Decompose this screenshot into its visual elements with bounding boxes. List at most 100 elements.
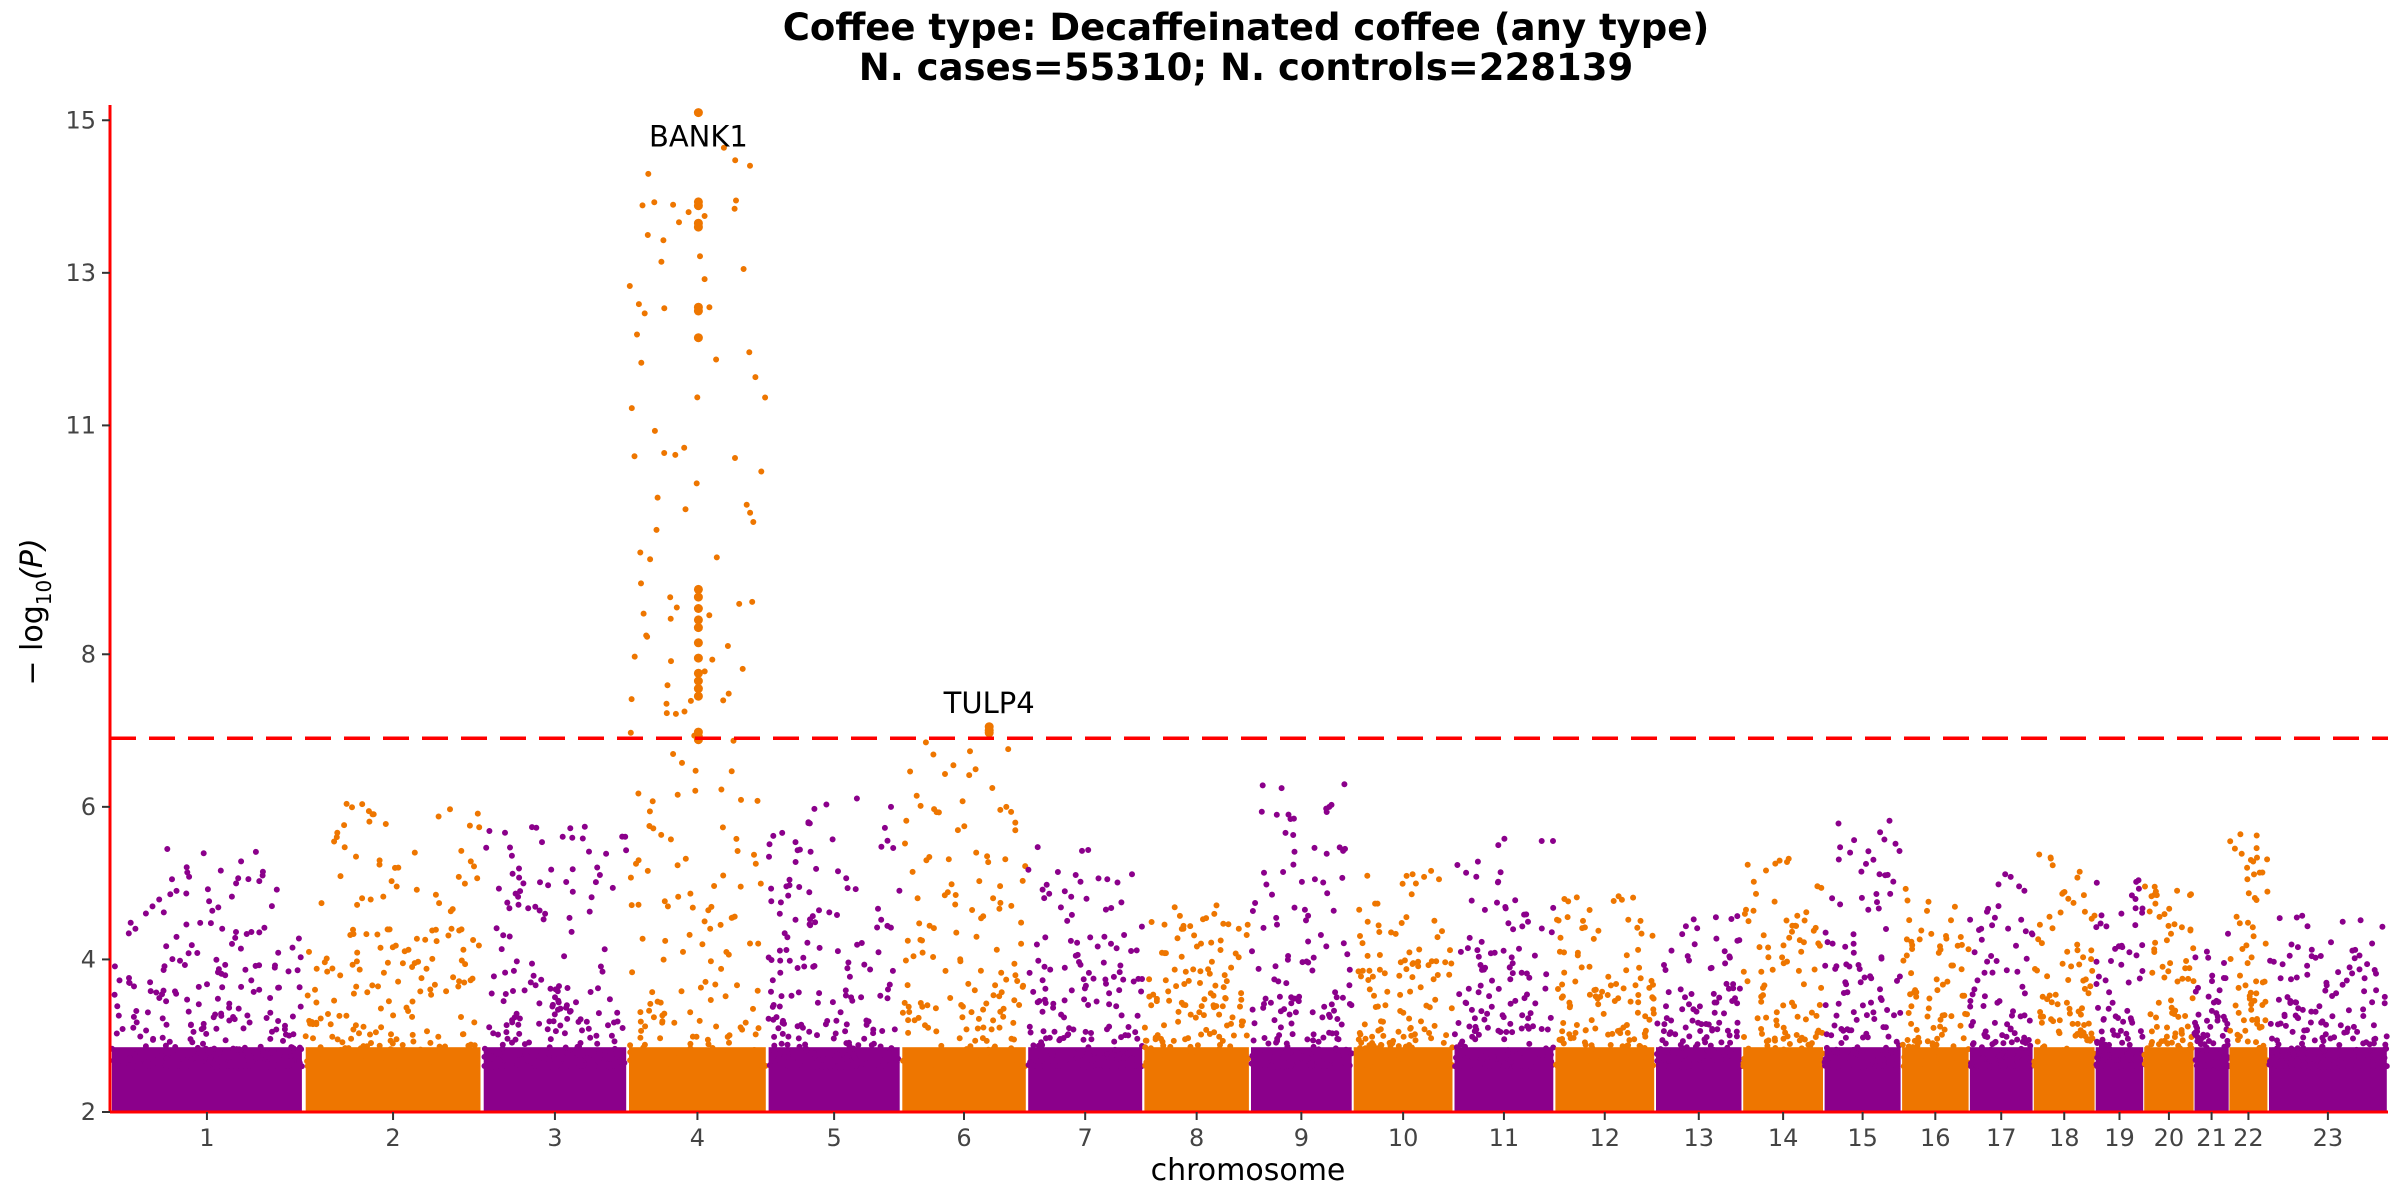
chromosome-7-scatter <box>1025 844 1145 1070</box>
chromosome-18-points <box>2031 851 2098 1112</box>
x-tick-label-chr-16: 16 <box>1920 1124 1951 1152</box>
x-axis-ticks: 1 2 3 4 5 6 7 8 9 10 11 12 13 14 15 16 17 18 19 20 21 22 23 <box>199 1112 2343 1152</box>
hit-point-bank1 <box>693 592 703 602</box>
y-tick-label: 11 <box>65 411 96 439</box>
hit-point-bank1 <box>693 668 703 678</box>
hit-point-bank1 <box>693 306 703 316</box>
chromosome-4-points <box>626 144 769 1112</box>
y-axis-label: − log10(P) <box>15 538 56 685</box>
chromosome-18-dense-band <box>2033 1047 2095 1112</box>
chromosome-17-points <box>1967 871 2036 1112</box>
points-layer <box>109 144 2390 1112</box>
chart-title: Coffee type: Decaffeinated coffee (any t… <box>783 6 1710 49</box>
x-tick-label-chr-22: 22 <box>2233 1124 2264 1152</box>
hit-point-bank1 <box>693 615 703 625</box>
x-tick-label-chr-9: 9 <box>1294 1124 1309 1152</box>
x-tick-label-chr-18: 18 <box>2049 1124 2080 1152</box>
x-tick-label-chr-14: 14 <box>1768 1124 1799 1152</box>
x-tick-label-chr-10: 10 <box>1388 1124 1419 1152</box>
chromosome-2-points <box>302 800 483 1112</box>
chromosome-5-scatter <box>765 795 903 1070</box>
chromosome-17-scatter <box>1967 871 2036 1070</box>
hit-point-tulp4 <box>984 728 994 738</box>
hit-point-bank1 <box>693 201 703 211</box>
chromosome-15-scatter <box>1821 817 1904 1070</box>
x-tick-label-chr-3: 3 <box>547 1124 562 1152</box>
chromosome-21-scatter <box>2191 930 2232 1070</box>
chromosome-7-points <box>1025 844 1145 1112</box>
chromosome-13-scatter <box>1654 913 1744 1070</box>
x-tick-label-chr-13: 13 <box>1684 1124 1715 1152</box>
y-tick-label: 8 <box>81 640 96 668</box>
hit-point-bank1 <box>693 333 703 343</box>
x-tick-label-chr-23: 23 <box>2313 1124 2344 1152</box>
chromosome-12-dense-band <box>1555 1047 1655 1112</box>
x-tick-label-chr-4: 4 <box>690 1124 705 1152</box>
chromosome-18-scatter <box>2031 851 2098 1070</box>
chromosome-10-scatter <box>1354 867 1456 1070</box>
chromosome-12-points <box>1553 893 1657 1112</box>
hit-annotations: BANK1 TULP4 <box>649 120 1035 720</box>
chromosome-5-points <box>765 795 903 1112</box>
x-tick-label-chr-17: 17 <box>1986 1124 2017 1152</box>
y-tick-label: 4 <box>81 945 96 973</box>
hit-point-bank1 <box>693 638 703 648</box>
annotation-tulp4: TULP4 <box>943 686 1035 720</box>
chromosome-11-points <box>1451 835 1557 1112</box>
chromosome-8-points <box>1141 902 1251 1112</box>
chromosome-23-scatter <box>2266 912 2390 1070</box>
chromosome-9-scatter <box>1248 781 1355 1070</box>
chromosome-20-points <box>2141 883 2197 1112</box>
x-tick-label-chr-6: 6 <box>956 1124 971 1152</box>
chromosome-14-points <box>1740 855 1826 1112</box>
x-tick-label-chr-5: 5 <box>826 1124 841 1152</box>
hit-point-bank1 <box>693 623 703 633</box>
hit-point-bank1 <box>693 604 703 613</box>
hit-point-bank1 <box>693 691 703 701</box>
x-tick-label-chr-8: 8 <box>1189 1124 1204 1152</box>
chromosome-10-points <box>1353 867 1456 1112</box>
hit-point-bank1 <box>693 676 703 686</box>
x-axis-label: chromosome <box>1151 1153 1346 1188</box>
chromosome-11-scatter <box>1451 835 1557 1070</box>
y-tick-label: 13 <box>65 259 96 287</box>
chromosome-6-points <box>899 739 1029 1112</box>
chromosome-16-points <box>1899 885 1972 1112</box>
chart-subtitle: N. cases=55310; N. controls=228139 <box>859 46 1633 89</box>
x-tick-label-chr-12: 12 <box>1589 1124 1620 1152</box>
chromosome-4-dense-band <box>629 1047 766 1112</box>
y-axis-ticks: 2 4 6 8 11 13 15 <box>65 106 110 1126</box>
hit-point-bank1 <box>693 584 703 594</box>
chromosome-3-points <box>481 823 630 1112</box>
x-tick-label-chr-2: 2 <box>385 1124 400 1152</box>
chromosome-9-points <box>1248 781 1355 1112</box>
chromosome-21-points <box>2191 930 2232 1112</box>
y-tick-label: 15 <box>65 106 96 134</box>
chromosome-2-scatter <box>302 800 483 1070</box>
y-tick-label: 6 <box>81 793 96 821</box>
chromosome-1-dense-band <box>111 1047 302 1112</box>
x-tick-label-chr-15: 15 <box>1847 1124 1878 1152</box>
chromosome-22-points <box>2227 831 2271 1112</box>
chromosome-1-scatter <box>109 846 305 1070</box>
chromosome-12-scatter <box>1553 893 1657 1070</box>
chromosome-8-scatter <box>1141 902 1251 1070</box>
chromosome-19-points <box>2093 877 2146 1112</box>
x-tick-label-chr-7: 7 <box>1078 1124 1093 1152</box>
chromosome-14-scatter <box>1740 855 1826 1070</box>
hit-point-bank1 <box>693 684 703 694</box>
hits-layer <box>693 108 994 745</box>
chromosome-1-points <box>109 846 305 1112</box>
y-tick-label: 2 <box>81 1098 96 1126</box>
x-tick-label-chr-20: 20 <box>2154 1124 2185 1152</box>
chromosome-22-scatter <box>2227 831 2271 1070</box>
chromosome-23-points <box>2266 912 2390 1112</box>
hit-point-bank1 <box>693 108 703 118</box>
hit-point-bank1 <box>693 222 703 232</box>
chromosome-13-points <box>1654 913 1744 1112</box>
chromosome-3-scatter <box>481 823 630 1070</box>
x-tick-label-chr-19: 19 <box>2104 1124 2135 1152</box>
x-tick-label-chr-21: 21 <box>2196 1124 2227 1152</box>
chromosome-15-points <box>1821 817 1904 1112</box>
x-tick-label-chr-11: 11 <box>1489 1124 1520 1152</box>
